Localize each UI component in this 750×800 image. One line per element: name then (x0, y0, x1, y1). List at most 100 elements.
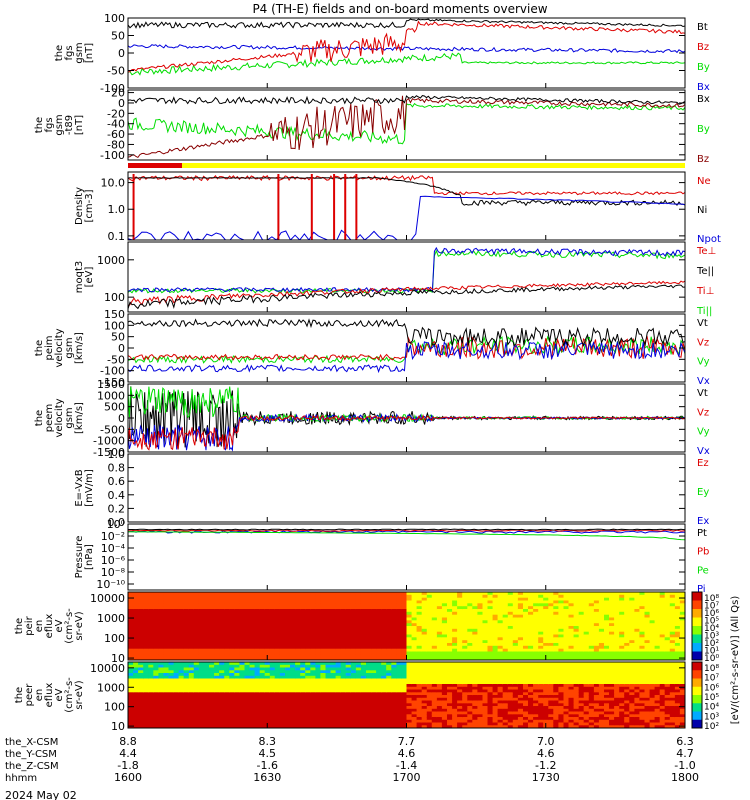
peir-spec-cell (178, 609, 185, 613)
peir-spec-cell (669, 600, 676, 604)
peer-spec-cell (431, 681, 438, 685)
peir-spec-ytick-label: 1000 (97, 612, 125, 625)
peer-spec-cell (249, 681, 256, 685)
peer-spec-cell (447, 686, 453, 691)
peir-spec-cell (573, 637, 580, 641)
peer-spec-cell (168, 673, 175, 677)
peer-spec-cell (259, 722, 266, 726)
peir-spec-cell (553, 614, 559, 619)
peer-spec-cell (138, 711, 144, 715)
fgs-gsm-ytick-label: 100 (104, 12, 125, 25)
peer-spec-cell (239, 725, 246, 728)
density-legend-1: Ni (697, 205, 707, 216)
peir-spec-cell (153, 654, 159, 658)
peir-spec-cell (259, 603, 266, 607)
peer-spec-cell (497, 664, 504, 669)
peir-spec-cell (492, 626, 499, 630)
peer-spec-cell (335, 703, 342, 707)
peir-spec-cell (401, 654, 408, 658)
peer-spec-cell (381, 675, 387, 680)
peir-spec-cell (674, 614, 681, 619)
peir-spec-cell (386, 648, 392, 653)
peer-spec-cell (345, 689, 352, 693)
peir-spec-cell (244, 597, 251, 602)
peir-spec-cell (209, 640, 215, 644)
peir-spec-cell (593, 626, 600, 630)
peir-spec-cell (583, 600, 590, 604)
peir-spec-cell (133, 617, 139, 621)
peir-spec-cell (517, 606, 524, 610)
peer-spec-cell (421, 722, 428, 726)
peir-spec-cell (163, 597, 170, 602)
peer-spec-cell (472, 689, 478, 693)
peer-spec-cell (441, 697, 448, 702)
peer-spec-cell (340, 678, 347, 682)
peer-spec-cell (538, 684, 544, 688)
peir-spec-cell (426, 609, 433, 613)
peer-spec-cell (482, 692, 489, 696)
peer-spec-cell (431, 719, 438, 724)
peer-spec-cell (492, 703, 499, 707)
peer-spec-cell (502, 700, 509, 704)
peer-spec-cell (229, 708, 235, 713)
peir-spec-cell (679, 623, 685, 627)
peir-spec-cell (436, 614, 443, 619)
pressure-ytick-label: 10⁰ (107, 518, 126, 531)
peir-spec-cell (279, 623, 286, 627)
peir-spec-cell (533, 617, 539, 621)
peir-spec-cell (133, 628, 139, 633)
peer-spec-cell (411, 664, 418, 669)
peer-spec-cell (396, 675, 403, 680)
peir-spec-cell (239, 614, 246, 619)
peir-spec-cell (472, 611, 478, 616)
peer-spec-cell (168, 711, 175, 715)
peer-spec-cell (300, 717, 306, 721)
peer-spec-cell (325, 684, 332, 688)
peir-spec-cell (411, 648, 418, 653)
peir-spec-cell (330, 592, 337, 596)
peir-spec-cell (234, 600, 240, 604)
peer-spec-cell (193, 706, 200, 710)
peer-spec-cell (158, 725, 165, 728)
peir-spec-cell (426, 651, 433, 655)
peer-spec-cell (259, 684, 266, 688)
peir-spec-cell (436, 594, 443, 599)
peir-spec-cell (568, 631, 575, 636)
peir-spec-cell (553, 643, 559, 647)
peer-spec-cell (269, 684, 276, 688)
peir-spec-cell (614, 651, 620, 655)
peir-spec-cell (634, 657, 641, 660)
peer-spec-cell (452, 662, 458, 666)
peer-spec-cell (158, 714, 165, 718)
peir-spec-cell (396, 648, 403, 653)
peir-spec-cell (431, 631, 438, 636)
peer-spec-cell (507, 664, 514, 669)
peer-spec-cell (512, 717, 519, 721)
peir-spec-cell (431, 597, 438, 602)
peir-spec-cell (198, 594, 205, 599)
peir-spec-cell (674, 611, 681, 616)
peir-spec-cell (416, 594, 423, 599)
peir-spec-cell (198, 631, 205, 636)
peer-spec-cell (320, 662, 327, 666)
peer-spec-cell (148, 686, 154, 691)
peer-spec-cell (239, 670, 246, 674)
peir-spec-cell (634, 600, 641, 604)
peir-spec-cell (153, 637, 159, 641)
peir-spec-cell (477, 611, 484, 616)
peir-spec-cell (360, 623, 367, 627)
peir-spec-cell (396, 657, 403, 660)
peer-spec-cell (153, 664, 159, 669)
peir-spec-cell (598, 614, 605, 619)
peer-spec-cell (401, 719, 408, 724)
peir-spec-cell (345, 637, 352, 641)
peir-spec-cell (664, 606, 671, 610)
peir-spec-cell (345, 611, 352, 616)
peer-spec-cell (512, 722, 519, 726)
peir-spec-cell (411, 614, 418, 619)
peir-spec-cell (320, 617, 327, 621)
peir-spec-cell (143, 645, 149, 650)
peer-spec-cell (330, 667, 337, 671)
peer-spec-cell (553, 689, 559, 693)
peir-spec-cell (431, 609, 438, 613)
